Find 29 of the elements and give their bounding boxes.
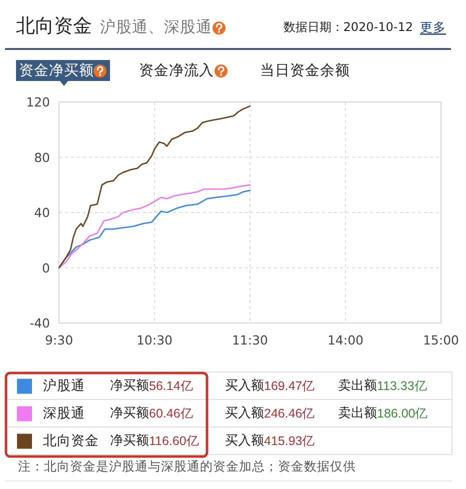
- x-tick-label: 9:30: [44, 332, 74, 348]
- text: 更多: [420, 20, 446, 34]
- y-tick-label: 80: [34, 150, 50, 165]
- text: 净买额116.60亿: [110, 433, 200, 448]
- text: 当日资金余额: [260, 62, 350, 79]
- text: 买入额246.46亿: [225, 406, 316, 421]
- text: 净买额56.14亿: [110, 378, 194, 394]
- legend-label: 北向资金: [43, 432, 99, 449]
- legend-label: 深股通: [43, 405, 85, 422]
- y-tick-label: 40: [34, 205, 50, 220]
- text: 买入额169.47亿: [225, 378, 316, 394]
- text: 资金净买额: [19, 62, 94, 79]
- text: 注：北向资金是沪股通与深股通的资金加总；资金数据仅供: [18, 458, 356, 474]
- y-tick-label: 0: [42, 260, 50, 276]
- x-tick-label: 14:00: [327, 332, 364, 348]
- chart-title: 北向资金: [16, 15, 92, 37]
- x-tick-label: 15:00: [422, 332, 460, 348]
- text: 净买额60.46亿: [110, 406, 194, 421]
- text: 买入额415.93亿: [225, 433, 316, 448]
- text: 资金净流入: [139, 62, 214, 79]
- x-tick-label: 10:30: [136, 332, 173, 348]
- y-tick-label: 120: [26, 94, 50, 110]
- y-tick-label: -40: [30, 316, 50, 330]
- text: 数据日期：2020-10-12: [283, 20, 413, 34]
- text: 卖出额113.33亿: [338, 378, 428, 394]
- x-tick-label: 11:30: [232, 332, 268, 348]
- legend-label: 沪股通: [43, 378, 85, 394]
- text: 卖出额186.00亿: [338, 406, 428, 421]
- chart-subtitle: 沪股通、深股通: [100, 18, 212, 36]
